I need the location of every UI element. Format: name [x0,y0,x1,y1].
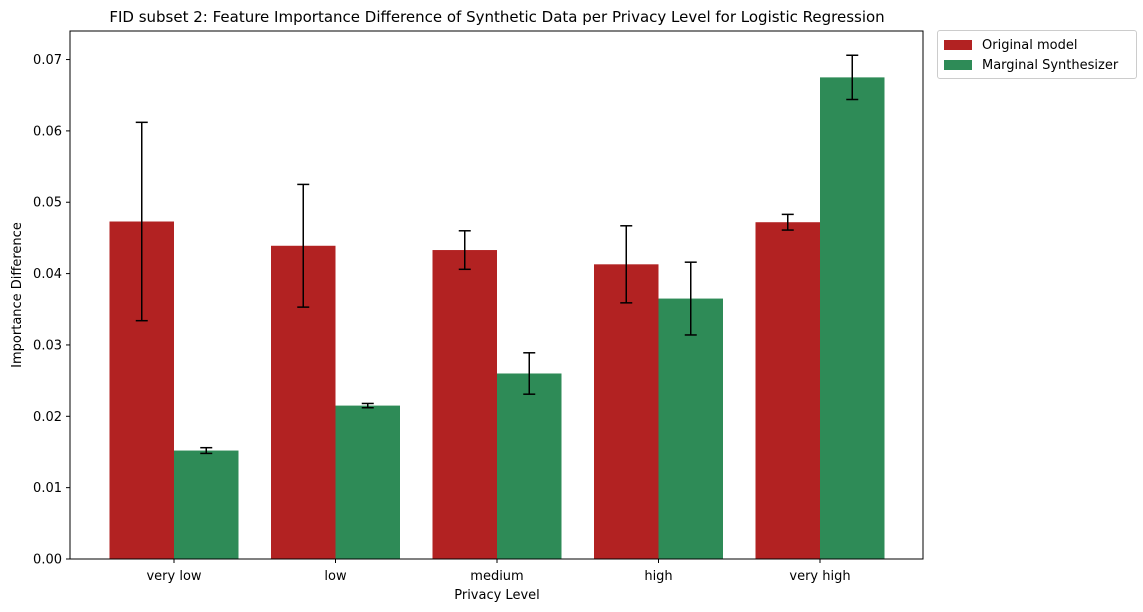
errorbar-marginal-synthesizer-medium [523,352,536,395]
errorbar-original-model-very-low [135,121,148,322]
chart-title: FID subset 2: Feature Importance Differe… [109,8,884,26]
x-tick-label: very low [146,569,201,584]
legend-label-original: Original model [982,37,1078,53]
errorbars-group [135,54,859,455]
y-tick-label: 0.03 [33,338,62,353]
y-tick-label: 0.07 [33,53,62,68]
y-tick-label: 0.02 [33,410,62,425]
x-axis: very low low medium high very high [146,559,851,584]
errorbar-marginal-synthesizer-very-low [200,446,213,455]
y-tick-label: 0.01 [33,481,62,496]
bar-marginal-synthesizer-very-high [820,77,885,559]
x-axis-label: Privacy Level [454,588,540,603]
errorbar-original-model-low [297,183,310,308]
legend-label-marginal: Marginal Synthesizer [982,57,1119,73]
legend-item-original: Original model [944,35,1130,55]
errorbar-original-model-high [620,225,633,304]
errorbar-marginal-synthesizer-very-high [846,54,859,101]
bar-marginal-synthesizer-high [658,298,723,559]
plot-frame [69,30,924,560]
bars-group [109,77,885,559]
errorbar-original-model-medium [458,230,471,271]
y-tick-label: 0.00 [33,553,62,568]
y-tick-label: 0.05 [33,196,62,211]
y-tick-label: 0.04 [33,267,62,282]
y-axis-label: Importance Difference [10,222,25,368]
legend-item-marginal: Marginal Synthesizer [944,55,1130,75]
y-axis: 0.00 0.01 0.02 0.03 0.04 0.05 0.06 0.07 [33,53,70,568]
bar-marginal-synthesizer-low [335,405,400,559]
x-tick-label: low [324,569,347,584]
legend-swatch-original [944,40,972,50]
bar-original-model-high [594,264,659,559]
bar-original-model-medium [432,250,497,559]
errorbar-marginal-synthesizer-high [684,261,697,336]
errorbar-marginal-synthesizer-low [361,402,374,409]
bar-original-model-very-high [755,222,820,559]
x-tick-label: medium [470,569,523,584]
errorbar-original-model-very-high [781,213,794,231]
bar-marginal-synthesizer-medium [497,373,562,559]
y-tick-label: 0.06 [33,124,62,139]
x-tick-label: high [644,569,672,584]
bar-marginal-synthesizer-very-low [174,450,239,559]
legend-swatch-marginal [944,60,972,70]
legend: Original model Marginal Synthesizer [937,30,1137,79]
x-tick-label: very high [789,569,850,584]
